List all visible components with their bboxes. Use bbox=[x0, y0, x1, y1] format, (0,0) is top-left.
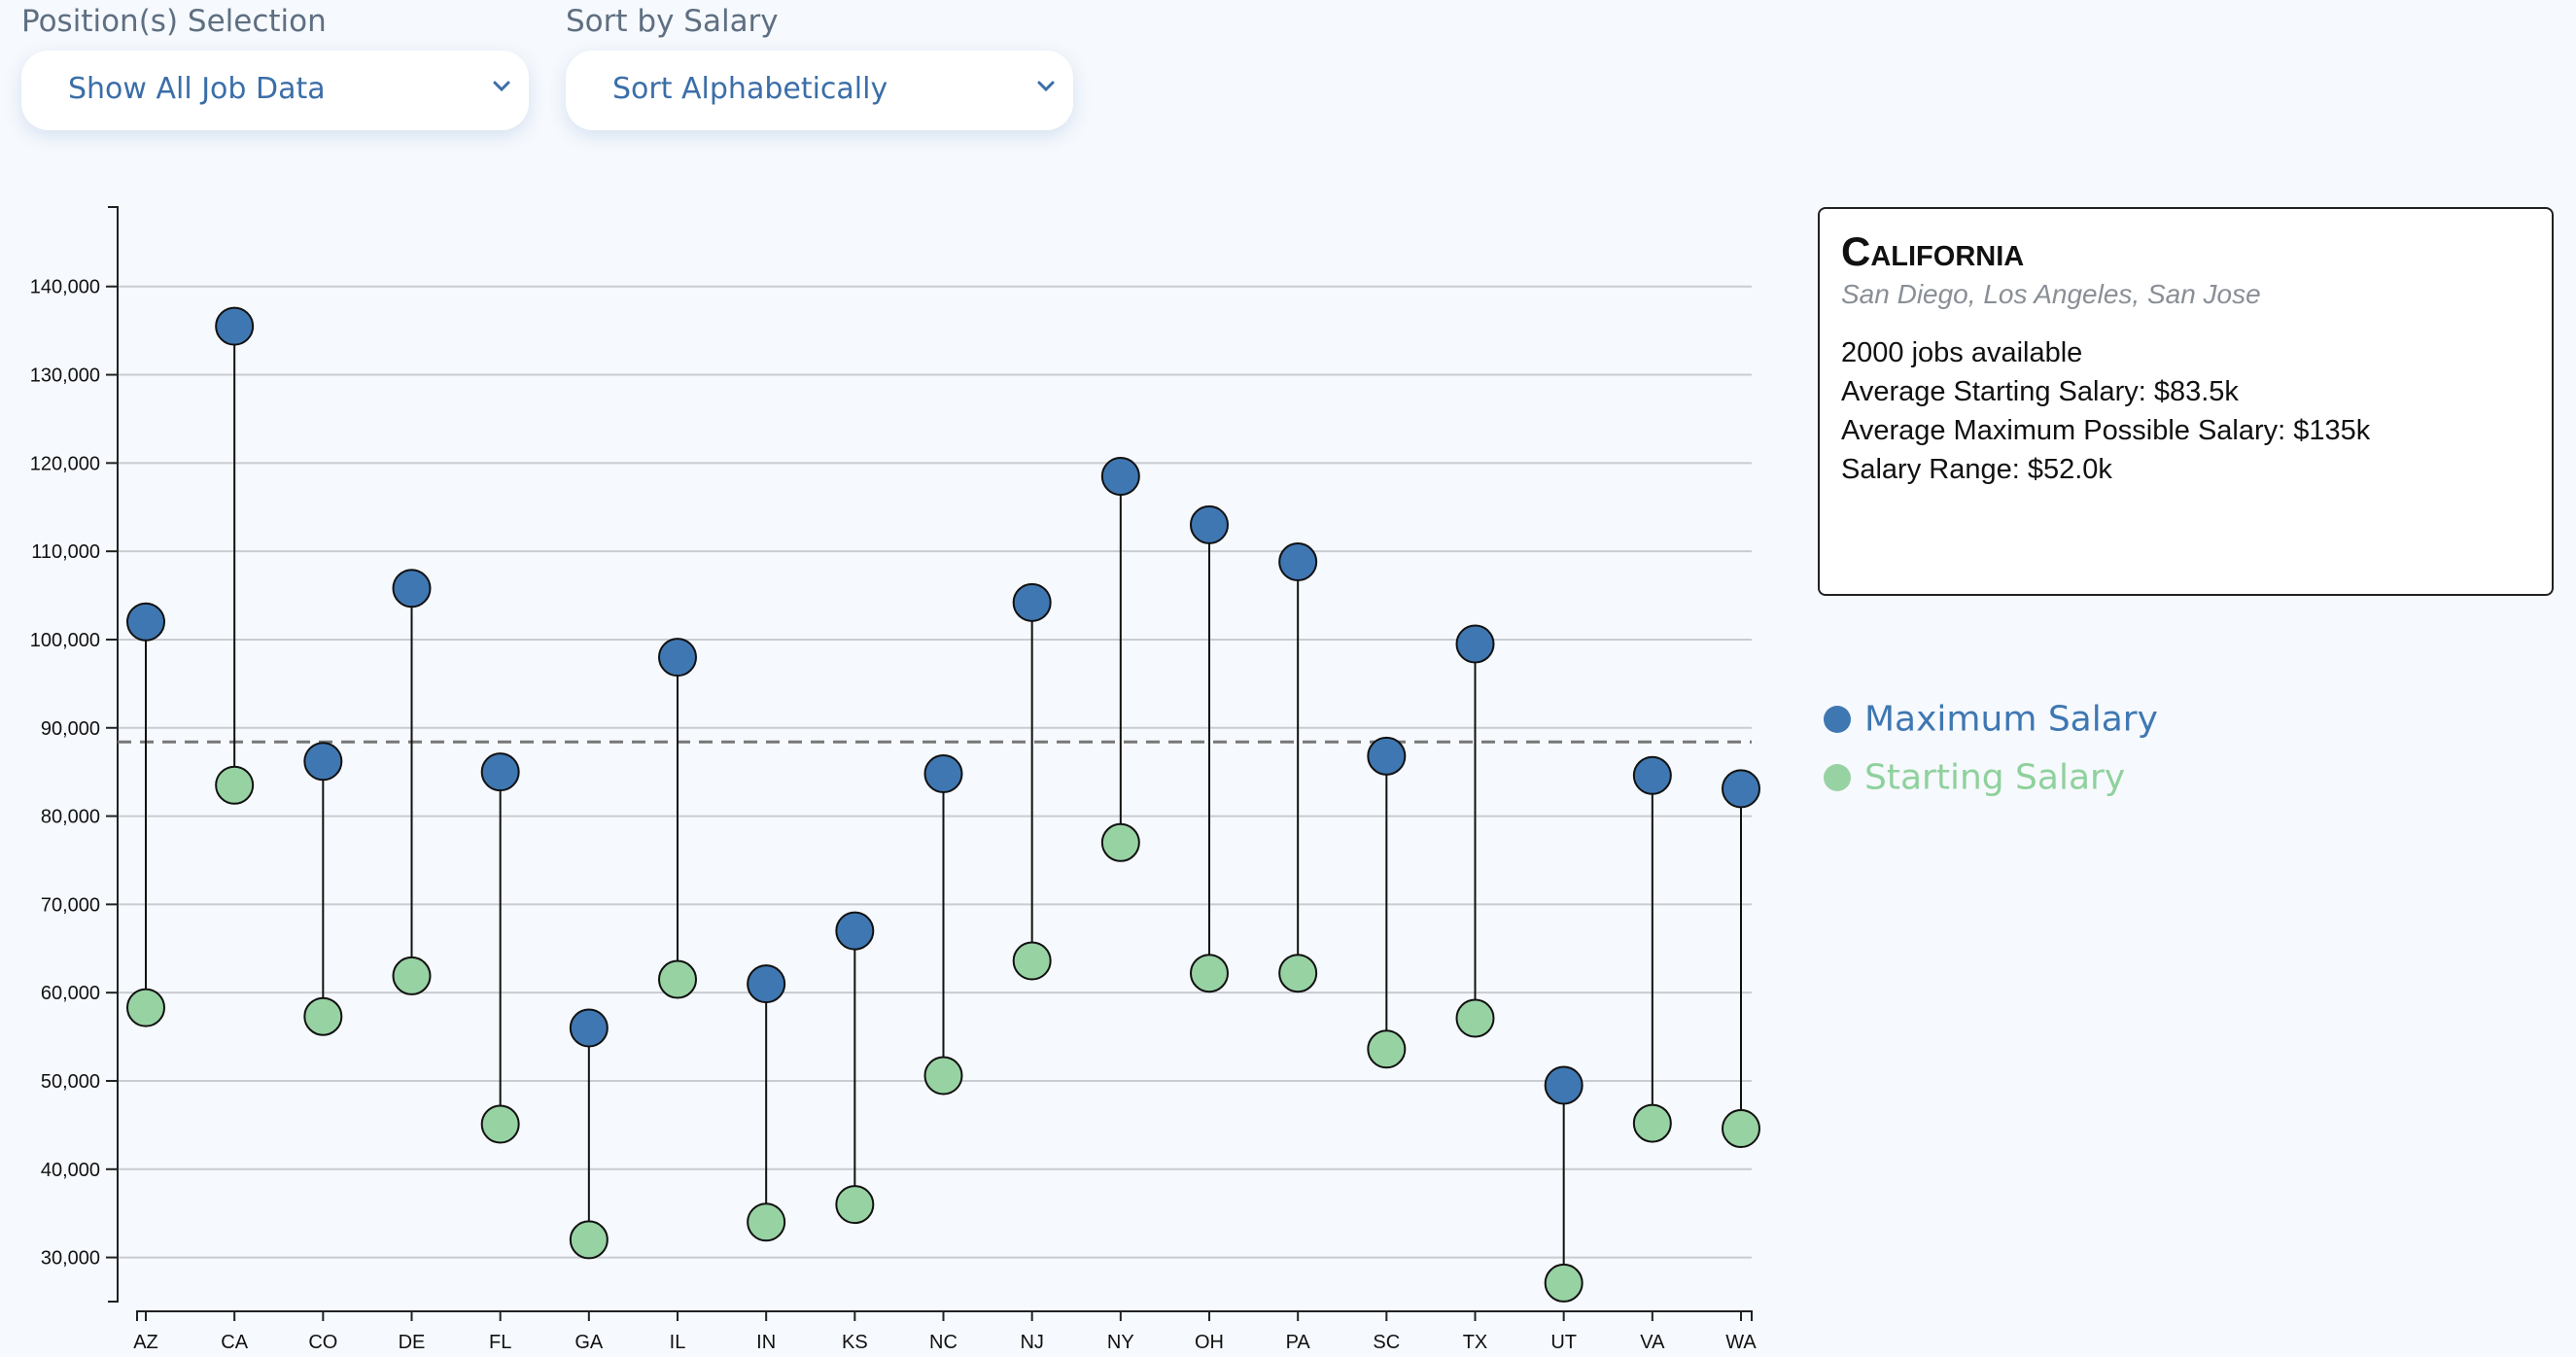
maximum-salary-point bbox=[1455, 624, 1495, 664]
x-tick-label: NC bbox=[929, 1332, 957, 1353]
y-tick-label: 100,000 bbox=[30, 630, 100, 651]
legend-max-dot-icon bbox=[1824, 706, 1851, 733]
state-cities: San Diego, Los Angeles, San Jose bbox=[1841, 279, 2261, 309]
jobs-available: 2000 jobs available bbox=[1841, 337, 2083, 368]
maximum-salary-point bbox=[1190, 505, 1229, 544]
y-tick-label: 50,000 bbox=[41, 1071, 100, 1093]
maximum-salary-point bbox=[1544, 1065, 1584, 1105]
starting-salary-point bbox=[658, 959, 697, 999]
position-select[interactable]: Show All Job Data bbox=[21, 51, 529, 130]
starting-salary-point bbox=[1012, 941, 1052, 981]
starting-salary-point bbox=[923, 1056, 963, 1096]
x-tick-label: VA bbox=[1640, 1332, 1665, 1353]
starting-salary-point bbox=[569, 1220, 609, 1260]
y-tick-label: 140,000 bbox=[30, 277, 100, 298]
y-tick-label: 80,000 bbox=[41, 807, 100, 828]
legend-maximum-salary: Maximum Salary bbox=[1824, 698, 2158, 740]
x-tick-label: OH bbox=[1195, 1332, 1224, 1353]
starting-salary-point bbox=[1100, 822, 1140, 862]
starting-salary-point bbox=[1367, 1029, 1407, 1069]
x-tick-label: FL bbox=[489, 1332, 511, 1353]
salary-dumbbell-chart: 30,000 40,000 50,000 60,000 70,000 80,000 90,0… bbox=[30, 206, 1760, 1353]
maximum-salary-point bbox=[215, 306, 255, 346]
x-tick-label: NJ bbox=[1020, 1332, 1043, 1353]
starting-salary-point bbox=[747, 1202, 786, 1242]
legend-max-label: Maximum Salary bbox=[1864, 699, 2158, 740]
x-tick-label: IL bbox=[670, 1332, 686, 1353]
starting-salary-point bbox=[1544, 1263, 1584, 1303]
maximum-salary-point bbox=[303, 742, 343, 782]
y-tick-label: 40,000 bbox=[41, 1160, 100, 1181]
state-info-tooltip: California San Diego, Los Angeles, San J… bbox=[1818, 207, 2554, 596]
maximum-salary-point bbox=[392, 569, 432, 609]
maximum-salary-point bbox=[1278, 542, 1318, 582]
x-tick-label: DE bbox=[399, 1332, 426, 1353]
x-tick-label: PA bbox=[1286, 1332, 1311, 1353]
maximum-salary-point bbox=[1012, 582, 1052, 622]
state-name: California bbox=[1841, 228, 2025, 274]
chevron-down-icon bbox=[493, 81, 510, 92]
y-tick-label: 130,000 bbox=[30, 365, 100, 387]
maximum-salary-point bbox=[126, 602, 165, 642]
x-tick-label: NY bbox=[1107, 1332, 1134, 1353]
y-tick-label: 60,000 bbox=[41, 983, 100, 1004]
starting-salary-point bbox=[1632, 1103, 1672, 1143]
maximum-salary-point bbox=[1100, 456, 1140, 496]
x-tick-label: GA bbox=[574, 1332, 604, 1353]
maximum-salary-point bbox=[835, 911, 875, 951]
x-tick-label: TX bbox=[1463, 1332, 1488, 1353]
position-selection-label: Position(s) Selection bbox=[21, 4, 327, 39]
legend-start-dot-icon bbox=[1824, 764, 1851, 791]
sort-select[interactable]: Sort Alphabetically bbox=[566, 51, 1073, 130]
avg-starting-salary: Average Starting Salary: $83.5k bbox=[1841, 376, 2239, 407]
maximum-salary-point bbox=[1367, 736, 1407, 776]
maximum-salary-point bbox=[1632, 755, 1672, 795]
maximum-salary-point bbox=[569, 1008, 609, 1048]
x-tick-label: AZ bbox=[133, 1332, 158, 1353]
starting-salary-point bbox=[303, 996, 343, 1036]
maximum-salary-point bbox=[480, 752, 520, 792]
starting-salary-point bbox=[392, 956, 432, 995]
starting-salary-point bbox=[480, 1104, 520, 1144]
maximum-salary-point bbox=[923, 753, 963, 793]
y-tick-label: 90,000 bbox=[41, 718, 100, 740]
legend-starting-salary: Starting Salary bbox=[1824, 756, 2125, 798]
x-tick-label: CA bbox=[221, 1332, 248, 1353]
y-tick-label: 110,000 bbox=[31, 541, 100, 563]
x-tick-label: WA bbox=[1725, 1332, 1757, 1353]
y-axis bbox=[108, 206, 119, 1303]
starting-salary-point bbox=[1190, 954, 1229, 993]
y-tick-label: 70,000 bbox=[41, 894, 100, 916]
x-tick-label: IN bbox=[756, 1332, 776, 1353]
y-tick-label: 120,000 bbox=[30, 453, 100, 474]
starting-salary-point bbox=[835, 1185, 875, 1225]
sort-salary-label: Sort by Salary bbox=[566, 4, 779, 39]
avg-max-salary: Average Maximum Possible Salary: $135k bbox=[1841, 415, 2371, 446]
legend-start-label: Starting Salary bbox=[1864, 757, 2126, 798]
starting-salary-point bbox=[1455, 998, 1495, 1038]
x-tick-label: CO bbox=[308, 1332, 337, 1353]
maximum-salary-point bbox=[1722, 769, 1760, 809]
starting-salary-point bbox=[215, 765, 255, 805]
maximum-salary-point bbox=[658, 638, 697, 678]
starting-salary-point bbox=[126, 988, 165, 1027]
x-tick-label: SC bbox=[1373, 1332, 1400, 1353]
sort-select-value: Sort Alphabetically bbox=[612, 72, 888, 106]
chevron-down-icon bbox=[1037, 81, 1055, 92]
x-tick-label: UT bbox=[1550, 1332, 1577, 1353]
position-select-value: Show All Job Data bbox=[68, 72, 326, 106]
starting-salary-point bbox=[1722, 1109, 1760, 1149]
starting-salary-point bbox=[1278, 954, 1318, 993]
y-tick-label: 30,000 bbox=[41, 1248, 100, 1270]
x-tick-label: KS bbox=[842, 1332, 868, 1353]
salary-range: Salary Range: $52.0k bbox=[1841, 454, 2112, 485]
maximum-salary-point bbox=[747, 964, 786, 1004]
